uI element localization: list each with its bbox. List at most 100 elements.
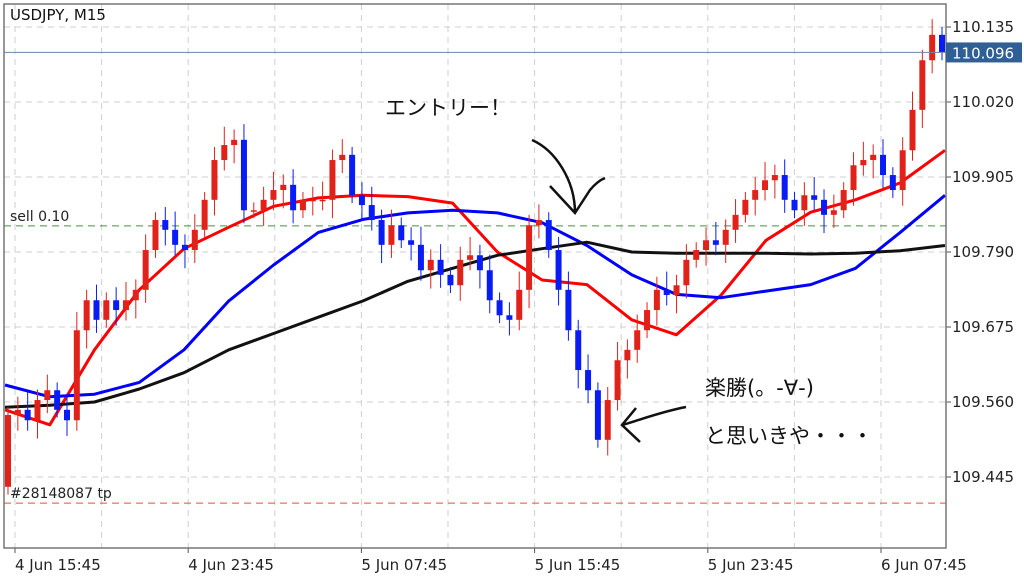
bear-candle-body	[821, 199, 828, 215]
bull-candle-body	[152, 220, 159, 251]
candle	[899, 137, 906, 206]
bull-candle-body	[653, 289, 660, 311]
candle	[349, 146, 356, 204]
bear-candle-body	[486, 270, 493, 301]
candle	[555, 236, 562, 306]
candle	[368, 186, 375, 231]
bear-candle-body	[811, 195, 818, 200]
candle	[752, 176, 759, 216]
bear-candle-body	[476, 255, 483, 271]
bull-candle-body	[909, 109, 916, 151]
bull-candle-body	[762, 180, 769, 191]
low-arrow	[621, 405, 687, 427]
bull-candle-body	[280, 184, 287, 191]
candle	[290, 169, 297, 224]
order-line-label: #28148087 tp	[10, 486, 112, 502]
candle	[486, 254, 493, 314]
candle	[870, 144, 877, 179]
candle	[270, 171, 277, 211]
candles	[5, 19, 945, 495]
order-line-label: sell 0.10	[10, 209, 69, 225]
candle	[535, 204, 542, 239]
bear-candle-body	[889, 175, 896, 191]
bull-candle-body	[221, 145, 228, 161]
y-tick-label: 109.560	[952, 393, 1014, 411]
bear-candle-body	[939, 34, 945, 53]
bear-candle-body	[555, 250, 562, 290]
candle	[339, 139, 346, 174]
candle	[5, 407, 11, 495]
bear-candle-body	[565, 289, 572, 331]
candle	[34, 389, 41, 439]
bull-candle-body	[703, 240, 710, 251]
thought-annotation: と思いきや・・・	[705, 424, 873, 448]
bear-candle-body	[585, 370, 592, 391]
bull-candle-body	[850, 165, 857, 191]
candle	[417, 226, 424, 281]
bear-candle-body	[113, 300, 120, 311]
bull-candle-body	[683, 259, 690, 286]
candle	[683, 244, 690, 299]
moving-averages	[4, 149, 946, 427]
candle	[211, 146, 218, 216]
bull-candle-body	[840, 190, 847, 211]
bear-candle-body	[54, 390, 61, 410]
candle	[93, 284, 100, 333]
candle	[83, 289, 90, 349]
bear-candle-body	[172, 229, 179, 245]
bull-candle-body	[516, 289, 523, 320]
bull-candle-body	[801, 195, 808, 211]
candle	[142, 234, 149, 303]
bear-candle-body	[594, 390, 601, 440]
bull-candle-body	[73, 330, 80, 421]
chart-title: USDJPY, M15	[10, 6, 106, 24]
y-tick-label: 110.135	[952, 18, 1014, 36]
candle	[663, 271, 670, 306]
bull-candle-body	[299, 199, 306, 211]
bear-candle-body	[575, 330, 582, 371]
grid	[4, 4, 946, 548]
axes: 110.135 110.020 109.905 109.790 109.675 109.5…	[3, 3, 1022, 574]
bull-candle-body	[467, 255, 474, 260]
candle	[378, 209, 385, 264]
x-tick-label: 4 Jun 15:45	[15, 556, 101, 574]
candle	[201, 191, 208, 238]
candle	[231, 129, 238, 164]
bear-candle-body	[408, 240, 415, 245]
candle	[44, 374, 51, 414]
bear-candle-body	[663, 289, 670, 296]
plot-border	[3, 3, 947, 549]
entry-arrow	[531, 138, 577, 214]
candle	[496, 292, 503, 324]
candle	[358, 182, 365, 221]
y-tick-label: 109.445	[952, 468, 1014, 486]
bull-candle-body	[388, 225, 395, 245]
candle	[132, 279, 139, 319]
bull-candle-body	[231, 139, 238, 146]
y-tick-label: 109.905	[952, 168, 1014, 186]
candle	[408, 227, 415, 261]
candle	[280, 174, 287, 209]
candle	[309, 186, 316, 216]
candle	[526, 214, 533, 309]
bull-candle-body	[122, 300, 129, 311]
bull-candle-body	[339, 154, 346, 161]
entry-arrow-head	[549, 176, 606, 216]
candle	[889, 167, 896, 198]
candle	[299, 191, 306, 219]
bull-candle-body	[142, 250, 149, 290]
candle	[63, 396, 70, 436]
candle	[250, 202, 257, 219]
candle	[929, 19, 936, 74]
bull-candle-body	[644, 310, 651, 331]
bull-candle-body	[722, 229, 729, 245]
bear-candle-body	[162, 220, 169, 230]
x-tick-label: 5 Jun 15:45	[535, 556, 621, 574]
candle	[329, 149, 336, 219]
candle	[919, 49, 926, 129]
bull-candle-body	[732, 214, 739, 230]
candle	[821, 189, 828, 234]
candle	[653, 276, 660, 326]
candle	[172, 211, 179, 256]
